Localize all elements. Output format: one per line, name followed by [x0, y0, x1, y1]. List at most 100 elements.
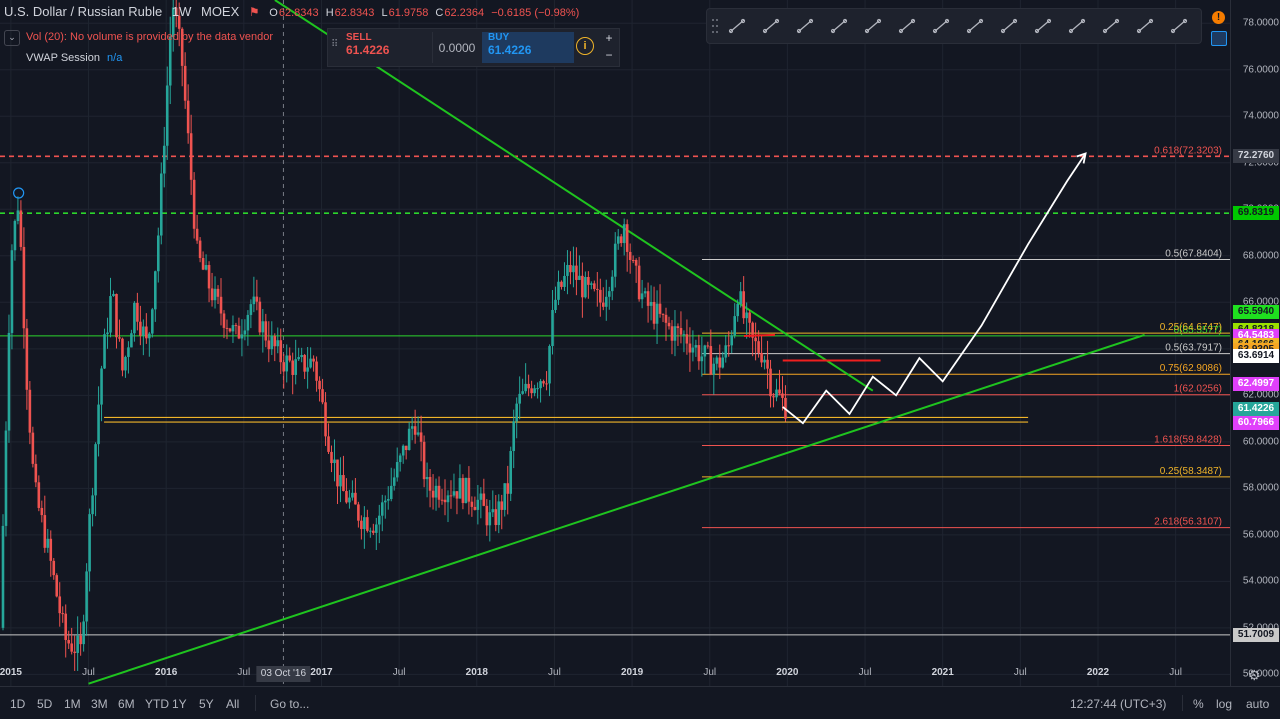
range-button-3m[interactable]: 3M	[91, 697, 108, 711]
long-position-icon[interactable]	[1067, 16, 1087, 36]
ray-icon[interactable]	[761, 16, 781, 36]
candle-body-38	[115, 293, 118, 338]
horizontal-line-icon[interactable]	[795, 16, 815, 36]
candle-body-4	[13, 220, 17, 251]
pencil-icon[interactable]	[1135, 16, 1155, 36]
time-axis[interactable]: 2015 Jul 2016 Jul 2017 Jul 2018 Jul 2019 Jul 2020 J…	[0, 662, 1230, 686]
parallel-channel-icon[interactable]	[863, 16, 883, 36]
vwap-value: n/a	[107, 52, 123, 64]
short-position-icon[interactable]	[1101, 16, 1121, 36]
brush-icon[interactable]	[999, 16, 1019, 36]
level-label-8: 1.618(59.8428)	[1154, 434, 1222, 445]
candle-body-200	[599, 289, 602, 303]
candle-body-89	[267, 340, 271, 350]
range-button-5y[interactable]: 5Y	[199, 697, 214, 711]
range-button-1m[interactable]: 1M	[64, 697, 81, 711]
price-tick-2: 54.0000	[1242, 575, 1279, 587]
callout-icon[interactable]	[1033, 16, 1053, 36]
ohlc-values: O62.8343 H62.8343 L61.9758 C62.2364 −0.6…	[269, 7, 580, 19]
chart-plot-area[interactable]: 0.618(72.3203) 0.5(67.8404) 0(65.5577) 0.25…	[0, 0, 1230, 686]
candle-body-257	[769, 368, 772, 397]
candle-body-85	[255, 296, 259, 302]
candle-body-232	[694, 345, 698, 348]
drag-handle-icon[interactable]: ⠿	[331, 39, 339, 50]
settings-gear-icon[interactable]: ⚙	[1248, 667, 1261, 683]
candle-body-197	[590, 283, 593, 285]
pattern-icon[interactable]	[931, 16, 951, 36]
log-toggle[interactable]: log	[1216, 697, 1233, 711]
candle-body-205	[613, 243, 617, 277]
menu-icon[interactable]	[1169, 16, 1189, 36]
candle-body-140	[419, 432, 423, 442]
level-label-2: 0.5(67.8404)	[1165, 249, 1222, 260]
candle-body-192	[575, 265, 578, 280]
candle-body-71	[213, 288, 217, 301]
range-button-1y[interactable]: 1Y	[172, 697, 187, 711]
candle-body-242	[724, 345, 728, 358]
candle-body-168	[503, 483, 507, 510]
candle-body-112	[336, 459, 339, 487]
range-button-5d[interactable]: 5D	[37, 697, 53, 711]
screenshot-icon[interactable]	[1211, 31, 1227, 46]
candle-body-243	[727, 345, 731, 347]
candle-body-213	[637, 265, 641, 300]
candle-body-229	[685, 334, 689, 344]
candle-body-193	[578, 275, 581, 280]
range-button-all[interactable]: All	[226, 697, 240, 711]
buy-label: BUY	[488, 32, 510, 43]
candle-body-238	[712, 363, 716, 375]
vwap-legend: VWAP Session n/a	[26, 52, 122, 64]
candle-body-22	[67, 639, 70, 644]
price-tick-0: 50.0000	[1242, 668, 1279, 680]
candle-body-20	[61, 613, 65, 615]
sell-button[interactable]: SELL 61.4226	[340, 32, 433, 63]
price-badge-12: 51.7009	[1233, 627, 1279, 642]
time-tick-8: 2019	[620, 667, 644, 678]
quantity-plus-button[interactable]: +	[605, 31, 613, 45]
collapse-legend-icon[interactable]: ⌄	[4, 30, 20, 46]
chart-canvas[interactable]: 0.618(72.3203)0.5(67.8404)0(65.5577)0.25…	[0, 0, 1230, 686]
range-button-ytd[interactable]: YTD	[145, 697, 169, 711]
clock-time[interactable]: 12:27:44 (UTC+3)	[1070, 697, 1167, 711]
rectangle-icon[interactable]	[965, 16, 985, 36]
auto-toggle[interactable]: auto	[1246, 697, 1270, 711]
price-tick-5: 60.0000	[1242, 436, 1279, 448]
buy-button[interactable]: BUY 61.4226	[482, 32, 574, 63]
candle-body-28	[85, 571, 88, 622]
candle-body-203	[607, 291, 611, 297]
interval-label[interactable]: 1W	[171, 4, 192, 19]
candle-body-240	[718, 357, 722, 368]
grip-icon[interactable]	[711, 16, 719, 36]
vwap-label[interactable]: VWAP Session	[26, 52, 100, 64]
trend-line-icon[interactable]	[727, 16, 747, 36]
info-icon[interactable]: i	[576, 37, 594, 55]
goto-button[interactable]: Go to...	[270, 697, 310, 711]
candle-body-96	[288, 355, 291, 361]
candle-body-62	[186, 100, 190, 134]
alert-icon[interactable]: !	[1212, 11, 1225, 24]
price-badge-2: 65.5940	[1233, 304, 1279, 319]
ohlc-close: 62.2364	[444, 7, 485, 19]
candle-body-37	[112, 293, 115, 297]
candle-body-11	[34, 463, 38, 483]
candle-body-3	[10, 250, 14, 333]
percent-toggle[interactable]: %	[1193, 697, 1204, 711]
quantity-minus-button[interactable]: −	[605, 48, 613, 62]
fib-retracement-icon[interactable]	[897, 16, 917, 36]
candle-body-208	[622, 224, 626, 244]
candle-body-35	[106, 332, 109, 335]
candle-body-134	[401, 445, 405, 456]
candle-body-120	[360, 520, 363, 530]
price-tick-6: 62.0000	[1242, 389, 1279, 401]
flag-icon[interactable]: ⚑	[248, 5, 260, 19]
candle-body-157	[470, 501, 474, 507]
range-button-6m[interactable]: 6M	[118, 697, 135, 711]
horizontal-ray-icon[interactable]	[829, 16, 849, 36]
time-tick-10: 2020	[776, 667, 799, 678]
symbol-name[interactable]: U.S. Dollar / Russian Ruble	[4, 4, 163, 19]
range-button-1d[interactable]: 1D	[10, 697, 26, 711]
candle-body-198	[593, 283, 596, 289]
candle-body-155	[464, 477, 468, 504]
candle-body-44	[133, 302, 136, 334]
price-tick-14: 78.0000	[1242, 17, 1279, 29]
